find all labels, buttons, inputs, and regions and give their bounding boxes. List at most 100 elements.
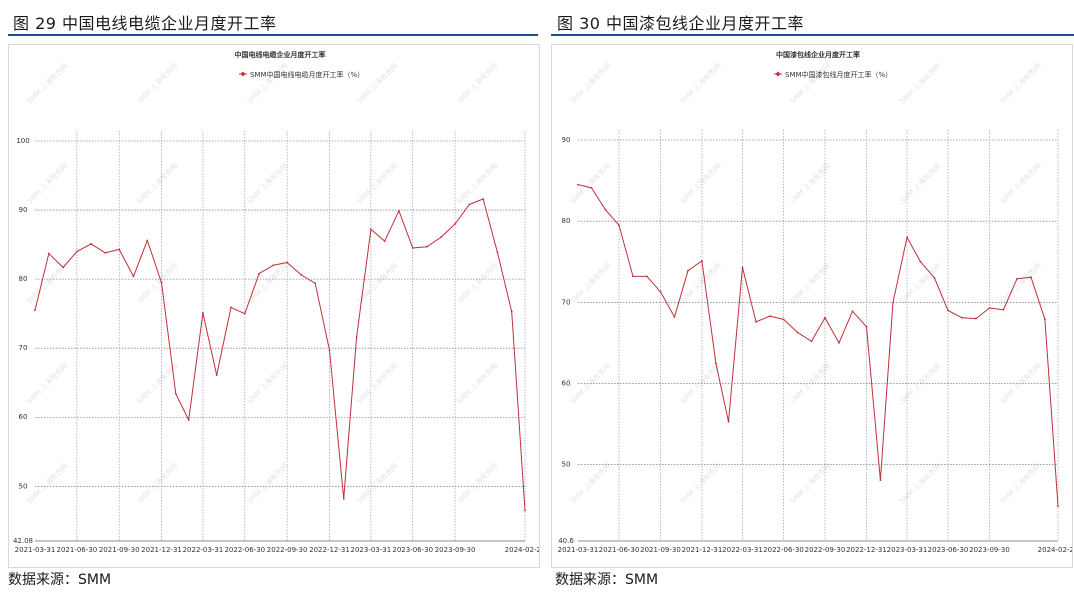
chart-frame: SMM 上海有色网 SMM 上海有色网 SMM 上海有色网 SMM 上海有色网 SMM … [8, 44, 540, 568]
watermark: SMM 上海有色网 [25, 61, 69, 105]
y-tick-label: 60 [19, 413, 28, 421]
data-point [715, 362, 717, 365]
watermark: SMM 上海有色网 [998, 261, 1042, 305]
data-point [215, 374, 218, 377]
x-tick-label: 2022-09-30 [805, 546, 846, 554]
data-point [468, 203, 471, 206]
watermark: SMM 上海有色网 [998, 61, 1042, 105]
data-point [933, 277, 936, 279]
data-point [202, 312, 204, 314]
title-underline [551, 34, 1074, 36]
watermark: SMM 上海有色网 [135, 261, 179, 305]
data-point [604, 208, 607, 211]
x-tick-label: 2021-03-31 [558, 546, 599, 554]
data-point [646, 275, 648, 278]
watermark: SMM 上海有色网 [355, 61, 399, 105]
x-tick-label: 2021-03-31 [15, 546, 56, 554]
y-tick-label: 42.08 [13, 537, 33, 545]
x-tick-label: 2024-02-29 [1038, 546, 1072, 554]
data-point [314, 282, 317, 285]
x-tick-label: 2022-09-30 [267, 546, 308, 554]
data-point [961, 316, 963, 319]
x-tick-label: 2022-03-31 [722, 546, 763, 554]
data-point [851, 310, 854, 313]
data-point [482, 198, 485, 200]
data-point [118, 248, 121, 251]
watermark: SMM 上海有色网 [245, 461, 289, 505]
data-point [411, 247, 414, 249]
data-point [355, 336, 358, 339]
watermark: SMM 上海有色网 [898, 461, 942, 505]
watermark: SMM 上海有色网 [135, 61, 179, 105]
data-point [328, 349, 331, 352]
data-point [838, 342, 840, 344]
watermark: SMM 上海有色网 [355, 361, 399, 405]
watermark: SMM 上海有色网 [678, 61, 722, 105]
data-point [90, 243, 93, 245]
watermark: SMM 上海有色网 [25, 361, 69, 405]
legend: SMM中国电线电缆月度开工率（%） [239, 70, 364, 79]
data-point [174, 392, 177, 395]
data-point [524, 509, 526, 512]
data-point [342, 497, 345, 500]
x-tick-label: 2023-09-30 [969, 546, 1010, 554]
watermark: SMM 上海有色网 [455, 161, 499, 205]
data-point [975, 317, 977, 320]
legend-marker [775, 71, 781, 77]
chart-frame: SMM 上海有色网 SMM 上海有色网 SMM 上海有色网 SMM 上海有色网 SMM … [551, 44, 1073, 568]
data-point [618, 224, 620, 227]
data-point [440, 236, 443, 238]
data-point [398, 209, 400, 212]
data-point [258, 272, 260, 275]
data-point [673, 316, 676, 318]
title-underline [8, 34, 538, 36]
x-tick-label: 2022-06-30 [763, 546, 804, 554]
data-point [577, 183, 579, 186]
x-tick-label: 2022-12-31 [846, 546, 887, 554]
x-tick-label: 2024-02-29 [505, 546, 539, 554]
data-point [824, 316, 826, 319]
x-tick-label: 2021-12-31 [682, 546, 723, 554]
x-tick-label: 2023-06-30 [928, 546, 969, 554]
watermark: SMM 上海有色网 [455, 61, 499, 105]
watermark: SMM 上海有色网 [455, 261, 499, 305]
figure-title: 图 29 中国电线电缆企业月度开工率 [13, 14, 277, 33]
data-point [243, 312, 246, 315]
y-tick-label: 90 [562, 136, 571, 144]
source-note: 数据来源：SMM [8, 572, 112, 588]
data-point [230, 306, 232, 309]
data-point [590, 186, 593, 189]
data-point [865, 325, 868, 328]
watermark: SMM 上海有色网 [455, 461, 499, 505]
series-line [34, 198, 526, 511]
line-chart: SMM 上海有色网 SMM 上海有色网 SMM 上海有色网 SMM 上海有色网 SMM … [13, 50, 539, 554]
x-tick-label: 2021-06-30 [599, 546, 640, 554]
y-tick-label: 40.6 [558, 537, 574, 545]
legend-label: SMM中国电线电缆月度开工率（%） [250, 70, 364, 79]
watermark: SMM 上海有色网 [25, 161, 69, 205]
y-tick-label: 80 [562, 217, 571, 225]
x-tick-label: 2023-06-30 [392, 546, 433, 554]
y-tick-label: 70 [562, 298, 571, 306]
line-chart: SMM 上海有色网 SMM 上海有色网 SMM 上海有色网 SMM 上海有色网 SMM … [558, 50, 1072, 554]
watermark: SMM 上海有色网 [998, 461, 1042, 505]
source-note: 数据来源：SMM [555, 572, 659, 588]
watermark: SMM 上海有色网 [568, 461, 612, 505]
data-point [919, 260, 922, 263]
data-point [988, 307, 991, 309]
watermark: SMM 上海有色网 [788, 161, 832, 205]
watermark: SMM 上海有色网 [678, 161, 722, 205]
data-point [160, 281, 163, 284]
data-point [741, 266, 744, 269]
x-tick-label: 2022-03-31 [183, 546, 224, 554]
data-point [104, 251, 107, 254]
y-tick-label: 50 [19, 482, 28, 490]
watermark: SMM 上海有色网 [568, 61, 612, 105]
data-point [947, 309, 949, 312]
data-point [454, 222, 456, 225]
watermark: SMM 上海有色网 [788, 461, 832, 505]
x-tick-label: 2021-12-31 [141, 546, 182, 554]
legend-label: SMM中国漆包线月度开工率（%） [785, 70, 892, 79]
data-point [632, 275, 634, 278]
data-point [496, 251, 499, 254]
